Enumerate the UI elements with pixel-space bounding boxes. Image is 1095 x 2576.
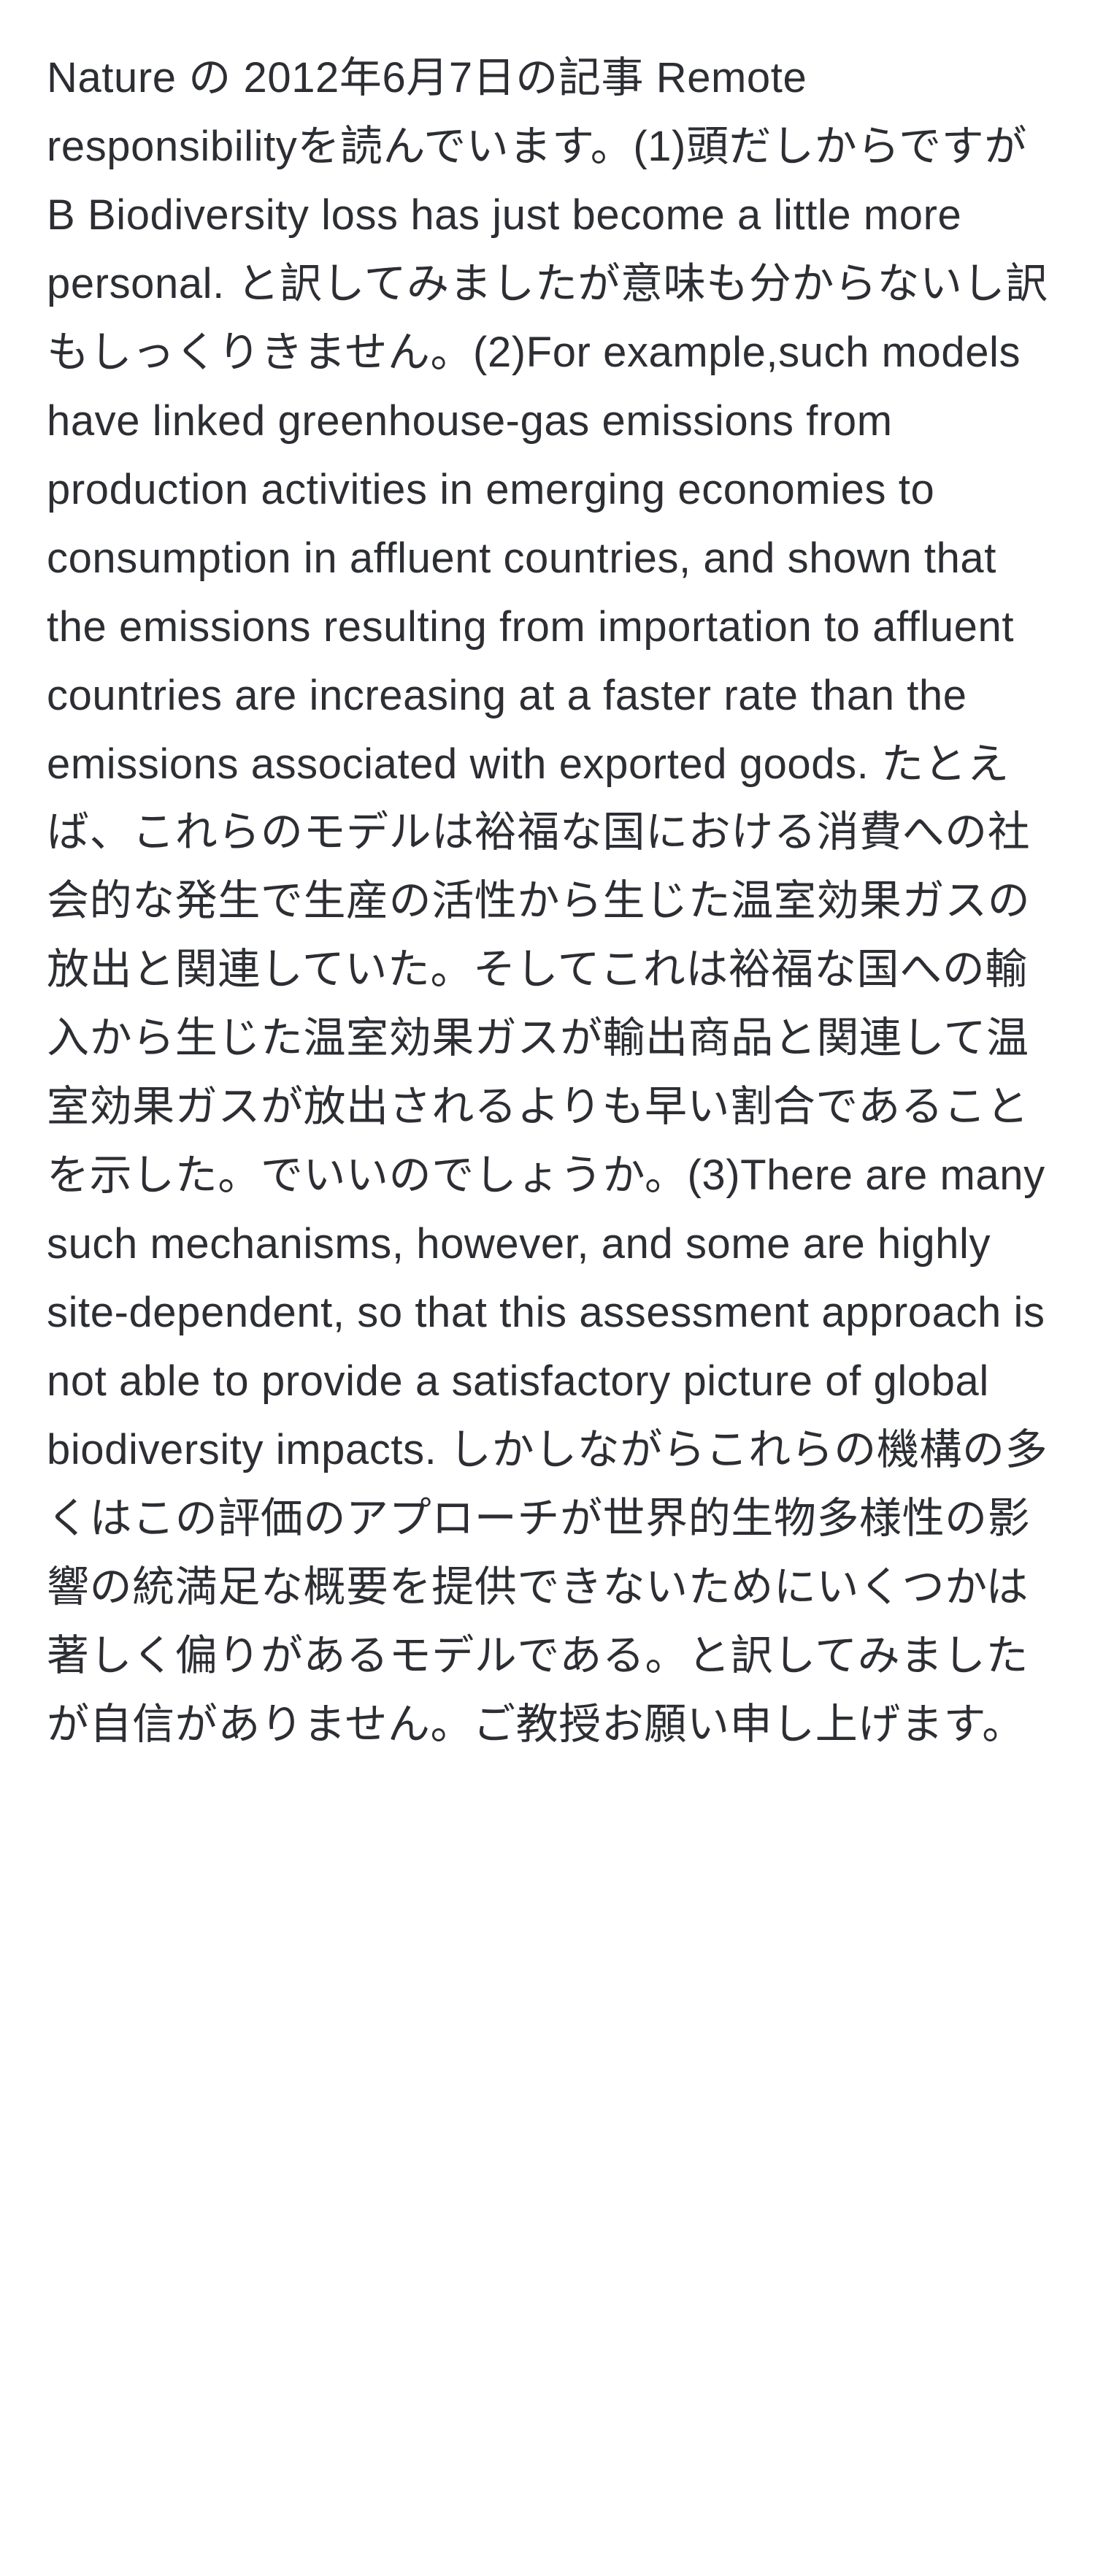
- article-body: Nature の 2012年6月7日の記事 Remote responsibil…: [47, 44, 1048, 1759]
